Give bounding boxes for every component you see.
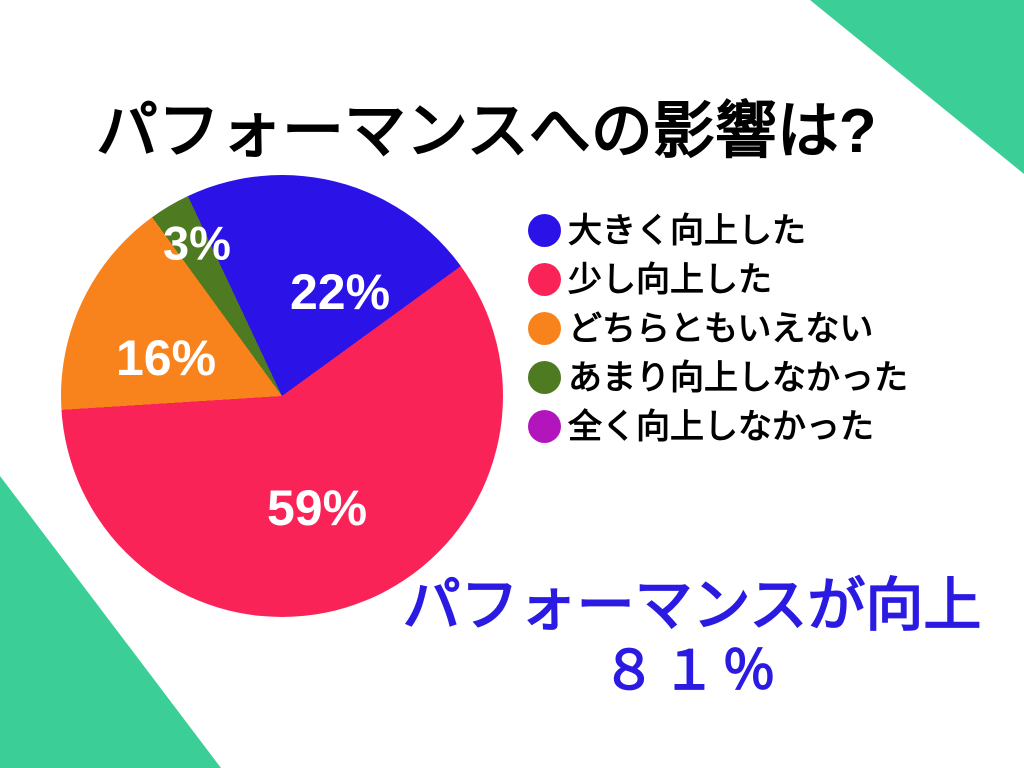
legend-item: 全く向上しなかった xyxy=(528,402,908,451)
pie-slice-label-orange: 16% xyxy=(115,330,217,386)
legend-label: 全く向上しなかった xyxy=(568,407,874,446)
page-title: パフォーマンスへの影響は? xyxy=(96,96,877,166)
legend-item: どちらともいえない xyxy=(528,304,908,353)
legend-label: 少し向上した xyxy=(568,260,772,299)
legend-label: 大きく向上した xyxy=(568,211,806,250)
legend-item: あまり向上しなかった xyxy=(528,353,908,402)
conclusion-text: パフォーマンスが向上 ８１％ xyxy=(362,573,1022,701)
chart-legend: 大きく向上した 少し向上した どちらともいえない あまり向上しなかった 全く向上… xyxy=(528,206,908,451)
legend-label: あまり向上しなかった xyxy=(568,358,908,397)
legend-item: 少し向上した xyxy=(528,255,908,304)
legend-swatch-icon xyxy=(528,312,561,345)
legend-swatch-icon xyxy=(528,410,561,443)
pie-chart xyxy=(61,175,503,617)
pie-slice-label-red: 59% xyxy=(266,480,368,536)
legend-swatch-icon xyxy=(528,361,561,394)
legend-swatch-icon xyxy=(528,263,561,296)
legend-label: どちらともいえない xyxy=(568,309,874,348)
pie-slice-label-green: 3% xyxy=(163,216,231,270)
legend-item: 大きく向上した xyxy=(528,206,908,255)
conclusion-line-2: ８１％ xyxy=(602,640,782,701)
legend-swatch-icon xyxy=(528,214,561,247)
pie-slice-label-blue: 22% xyxy=(289,264,391,320)
conclusion-line-1: パフォーマンスが向上 xyxy=(402,573,982,638)
